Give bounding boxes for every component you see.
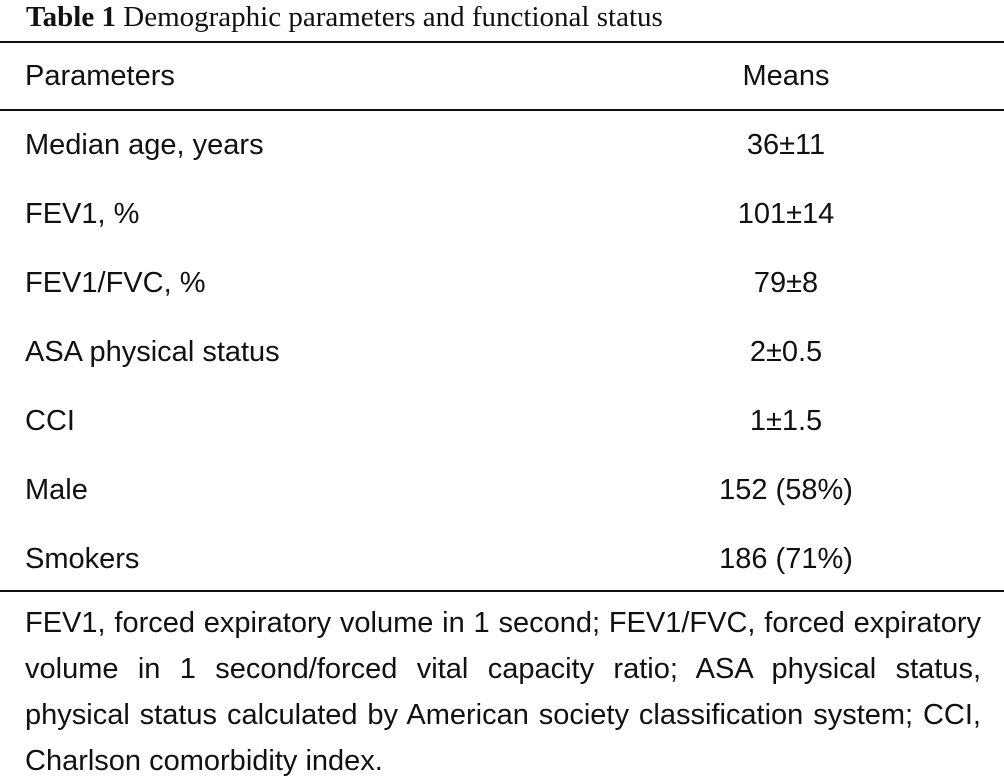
row-value: 1±1.5 (749, 405, 823, 437)
row-value: 152 (58%) (719, 474, 853, 506)
column-header-means: Means (742, 60, 830, 92)
row-value: 36±11 (746, 129, 826, 161)
row-parameter: FEV1, % (25, 198, 140, 230)
row-parameter: Male (25, 474, 88, 506)
table-caption-text: Demographic parameters and functional st… (123, 1, 663, 33)
table-bottom-rule (0, 590, 1004, 592)
table-caption: Table 1 Demographic parameters and funct… (26, 0, 663, 40)
row-value: 79±8 (753, 267, 819, 299)
row-value: 2±0.5 (749, 336, 823, 368)
row-value: 101±14 (737, 198, 835, 230)
table-row: FEV1/FVC, % 79±8 (0, 249, 1004, 318)
row-parameter: CCI (25, 405, 75, 437)
table-row: CCI 1±1.5 (0, 387, 1004, 456)
table-row: Male 152 (58%) (0, 456, 1004, 525)
table-top-rule (0, 41, 1004, 43)
table-row: ASA physical status 2±0.5 (0, 318, 1004, 387)
table-body: Median age, years 36±11 FEV1, % 101±14 F… (0, 111, 1004, 594)
row-parameter: FEV1/FVC, % (25, 267, 206, 299)
row-parameter: Median age, years (25, 129, 264, 161)
column-header-parameters: Parameters (25, 60, 175, 92)
table-row: Smokers 186 (71%) (0, 525, 1004, 594)
row-parameter: Smokers (25, 543, 140, 575)
table-caption-label: Table 1 (26, 1, 116, 33)
table-header-row: Parameters Means (0, 43, 1004, 109)
table-footnote: FEV1, forced expiratory volume in 1 seco… (25, 607, 981, 777)
table-row: Median age, years 36±11 (0, 111, 1004, 180)
row-value: 186 (71%) (719, 543, 853, 575)
table-row: FEV1, % 101±14 (0, 180, 1004, 249)
row-parameter: ASA physical status (25, 336, 280, 368)
table-header-rule (0, 109, 1004, 111)
